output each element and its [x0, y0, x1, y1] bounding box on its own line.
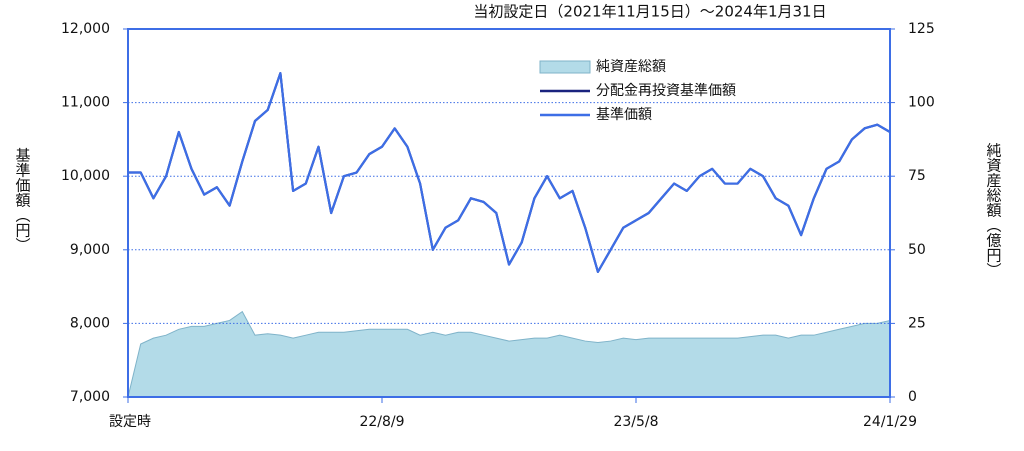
- y2-tick-label: 25: [908, 315, 926, 331]
- y-tick-label: 12,000: [61, 21, 110, 37]
- legend-label: 分配金再投資基準価額: [596, 82, 736, 99]
- y2-tick-label: 75: [908, 168, 926, 184]
- y2-tick-label: 50: [908, 242, 926, 258]
- y-tick-label: 11,000: [61, 95, 110, 111]
- y2-axis-label: 純資産総額（億円）: [985, 143, 1003, 278]
- x-tick-label: 設定時: [109, 414, 151, 430]
- area: [127, 310, 891, 398]
- y-axis-label: 基準価額（円）: [14, 148, 32, 253]
- y-tick-label: 8,000: [70, 315, 110, 331]
- chart-title: 当初設定日（2021年11月15日）～2024年1月31日: [473, 3, 826, 21]
- y2-tick-label: 125: [908, 21, 935, 37]
- legend-label: 基準価額: [596, 106, 652, 123]
- legend-label: 純資産総額: [596, 59, 666, 75]
- y2-tick-label: 0: [908, 389, 917, 405]
- y-tick-label: 10,000: [61, 168, 110, 184]
- x-tick-label: 24/1/29: [863, 414, 917, 430]
- y-tick-label: 7,000: [70, 389, 110, 405]
- x-tick-label: 22/8/9: [359, 414, 404, 430]
- legend-swatch: [539, 60, 591, 74]
- y2-tick-label: 100: [908, 95, 935, 111]
- y-tick-label: 9,000: [70, 242, 110, 258]
- x-tick-label: 23/5/8: [613, 414, 658, 430]
- plot-frame: [127, 28, 891, 398]
